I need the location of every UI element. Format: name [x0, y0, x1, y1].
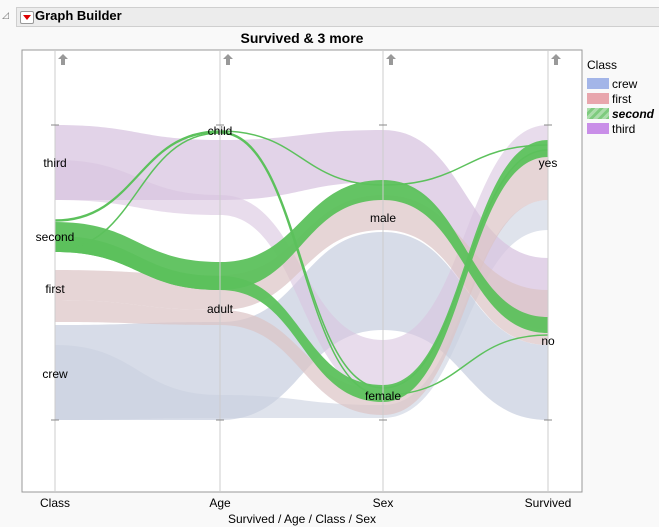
category-label: first — [45, 282, 65, 296]
x-tick-label: Survived — [524, 496, 572, 510]
ribbon-third-no — [55, 125, 548, 330]
ribbon-second-female-yes — [55, 140, 548, 402]
category-label: crew — [42, 367, 68, 381]
category-label: child — [208, 124, 233, 138]
category-label: third — [43, 156, 66, 170]
legend-label: first — [612, 91, 632, 106]
ribbon-second-male-no — [55, 180, 548, 333]
legend: Class crew first second third — [587, 58, 654, 136]
legend-swatch — [587, 93, 609, 104]
legend-swatch — [587, 123, 609, 134]
drag-arrow-icon[interactable] — [58, 54, 68, 65]
ribbon-second-child — [54, 131, 549, 389]
legend-label: second — [612, 106, 655, 121]
x-tick-label: Class — [39, 496, 71, 510]
graph-builder-header: Graph Builder — [16, 7, 659, 27]
legend-item-third[interactable]: third — [587, 121, 654, 136]
drag-arrow-icon[interactable] — [386, 54, 396, 65]
x-tick-label: Sex — [372, 496, 394, 510]
category-label: no — [541, 334, 555, 348]
ribbon-first-female — [55, 150, 548, 415]
ribbon-first-male — [55, 195, 548, 345]
ribbon-crew-no — [55, 232, 548, 420]
collapse-icon[interactable]: ◿ — [2, 11, 9, 21]
legend-item-second[interactable]: second — [587, 106, 654, 121]
category-label: male — [370, 211, 396, 225]
legend-item-crew[interactable]: crew — [587, 76, 654, 91]
x-axis-label: Survived / Age / Class / Sex — [227, 512, 377, 526]
x-tick-label: Age — [209, 496, 231, 510]
red-triangle-menu-icon[interactable] — [20, 11, 34, 24]
ribbon-second-child — [54, 132, 549, 396]
legend-title: Class — [587, 58, 618, 72]
category-label: yes — [539, 156, 558, 170]
ribbon-third-yes — [55, 125, 548, 395]
legend-swatch — [587, 78, 609, 89]
outline-title: Graph Builder — [35, 8, 122, 23]
drag-arrow-icon[interactable] — [223, 54, 233, 65]
category-label: adult — [207, 302, 234, 316]
ribbon-crew-yes — [55, 200, 548, 420]
legend-item-first[interactable]: first — [587, 91, 654, 106]
legend-label: third — [612, 121, 636, 136]
legend-swatch — [587, 108, 609, 119]
category-label: female — [365, 389, 401, 403]
drag-arrow-icon[interactable] — [551, 54, 561, 65]
legend-label: crew — [612, 76, 638, 91]
chart-title: Survived & 3 more — [240, 30, 364, 46]
category-label: second — [36, 230, 75, 244]
